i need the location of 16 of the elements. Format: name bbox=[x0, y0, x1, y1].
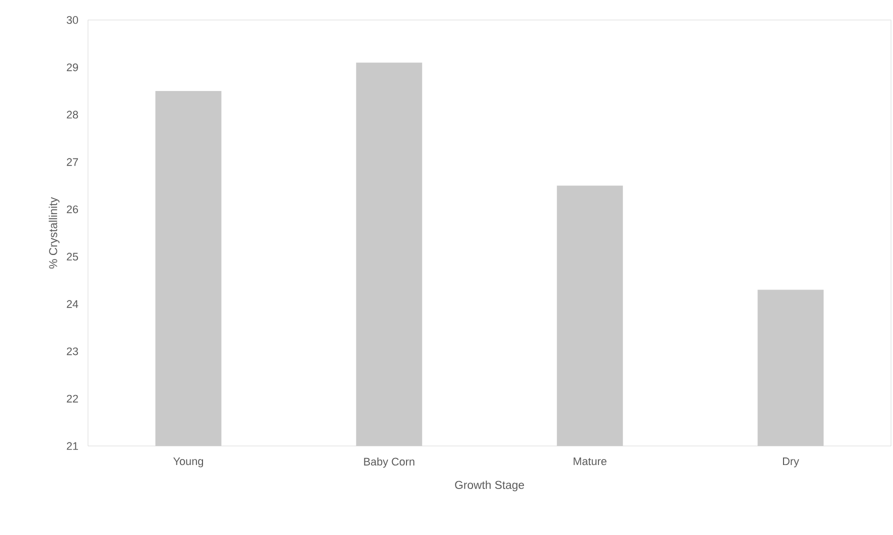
y-tick-label: 28 bbox=[66, 110, 78, 119]
y-tick-label: 24 bbox=[66, 300, 78, 308]
x-axis-title: Growth Stage bbox=[455, 480, 524, 492]
y-tick-label: 27 bbox=[66, 158, 78, 166]
y-axis-title: % Crystallinity bbox=[48, 197, 60, 269]
y-tick-label: 29 bbox=[66, 63, 78, 72]
y-tick-label: 23 bbox=[66, 347, 78, 356]
y-tick-label: 30 bbox=[66, 16, 78, 24]
y-tick-label: 22 bbox=[66, 394, 78, 402]
y-tick-label: 25 bbox=[66, 252, 78, 261]
x-tick-label: Mature bbox=[574, 458, 606, 466]
y-tick-label: 21 bbox=[66, 442, 78, 450]
x-tick-label: Dry bbox=[783, 458, 800, 468]
x-tick-label: Baby Corn bbox=[364, 458, 414, 468]
y-tick-label: 26 bbox=[66, 205, 78, 214]
x-tick-label: Young bbox=[173, 458, 204, 468]
